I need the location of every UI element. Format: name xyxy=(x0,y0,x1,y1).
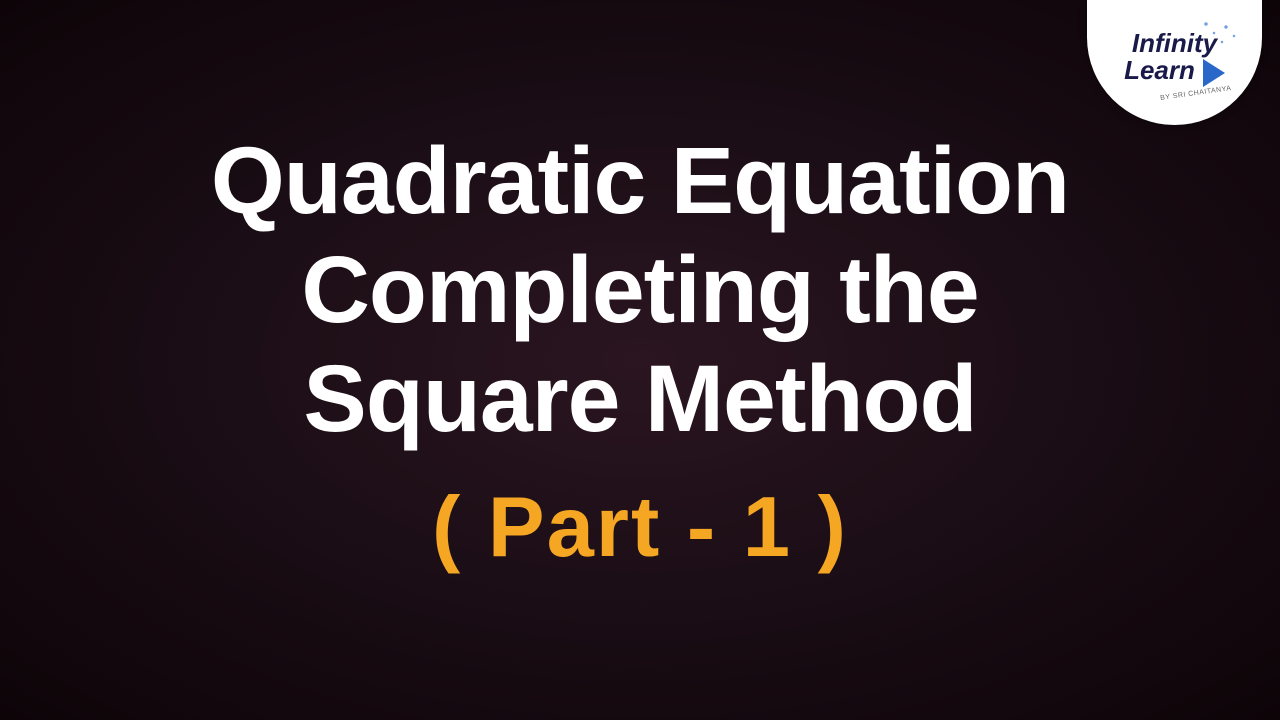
title-line-2: Completing the xyxy=(60,236,1220,345)
brand-logo-badge: Infinity Learn BY SRI CHAITANYA xyxy=(1087,0,1262,125)
arrow-icon xyxy=(1203,59,1225,87)
logo-text-learn: Learn xyxy=(1124,55,1195,86)
logo-decoration-dots xyxy=(1202,18,1242,48)
title-line-3: Square Method xyxy=(60,345,1220,454)
logo-row-bottom: Learn xyxy=(1124,59,1225,87)
subtitle-part: ( Part - 1 ) xyxy=(60,473,1220,584)
title-line-1: Quadratic Equation xyxy=(60,127,1220,236)
title-container: Quadratic Equation Completing the Square… xyxy=(0,127,1280,583)
logo-subtext: BY SRI CHAITANYA xyxy=(1160,85,1232,102)
